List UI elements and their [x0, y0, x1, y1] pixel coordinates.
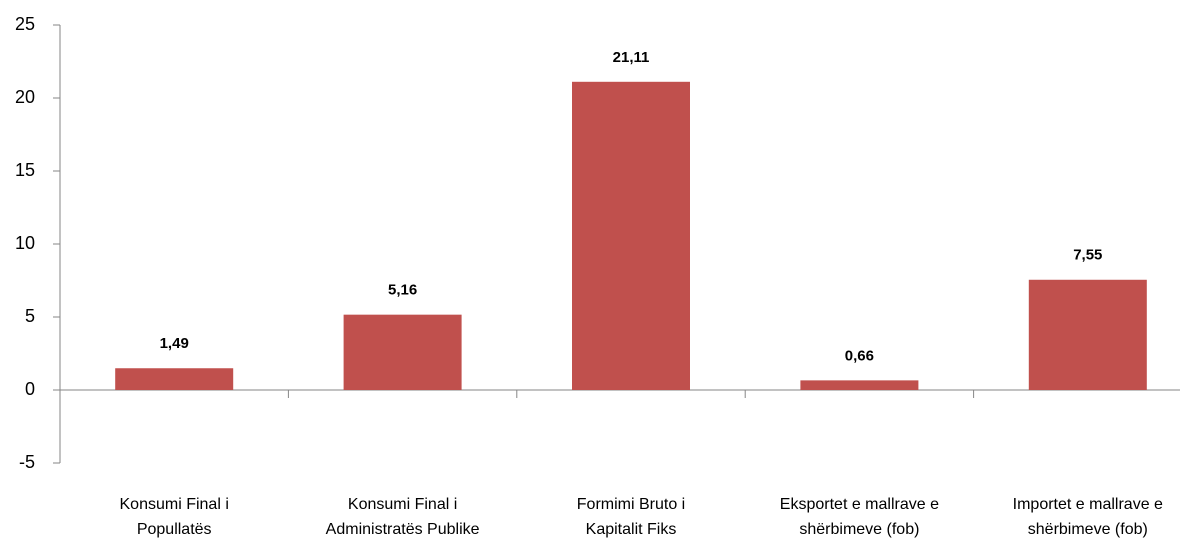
- y-tick-label: 25: [15, 14, 35, 34]
- value-label: 21,11: [613, 49, 650, 66]
- value-label: 5,16: [388, 282, 417, 299]
- x-tick-label-line: shërbimeve (fob): [1028, 521, 1148, 538]
- value-label: 0,66: [845, 347, 874, 364]
- x-tick-label: Konsumi Final i Administratës Publike: [326, 496, 480, 538]
- x-tick-label-line: Konsumi Final i: [120, 496, 229, 513]
- bar: [115, 368, 234, 390]
- value-label: 1,49: [160, 335, 189, 352]
- y-tick-label: -5: [19, 452, 35, 472]
- y-tick-label: 5: [25, 306, 35, 326]
- bar: [800, 380, 919, 390]
- x-tick-label-line: Eksportet e mallrave e: [780, 496, 939, 513]
- x-tick-label-line: Popullatës: [137, 521, 212, 538]
- bar: [572, 81, 690, 390]
- value-label: 7,55: [1073, 247, 1102, 264]
- x-tick-label-line: Importet e mallrave e: [1013, 496, 1163, 513]
- x-tick-label: Eksportet e mallrave e shërbimeve (fob): [780, 496, 939, 538]
- x-tick-label: Konsumi Final i Popullatës: [120, 496, 229, 538]
- bar: [343, 314, 462, 390]
- y-tick-label: 20: [15, 87, 35, 107]
- y-tick-label: 0: [25, 379, 35, 399]
- x-tick-label-line: Administratës Publike: [326, 521, 480, 538]
- x-tick-label-line: shërbimeve (fob): [799, 521, 919, 538]
- x-tick-label-line: Konsumi Final i: [348, 496, 457, 513]
- bar: [1028, 279, 1147, 390]
- x-tick-label-line: Formimi Bruto i: [577, 496, 685, 513]
- y-tick-label: 10: [15, 233, 35, 253]
- x-tick-label-line: Kapitalit Fiks: [586, 521, 677, 538]
- x-tick-label: Formimi Bruto i Kapitalit Fiks: [577, 496, 685, 538]
- y-tick-label: 15: [15, 160, 35, 180]
- x-tick-label: Importet e mallrave e shërbimeve (fob): [1013, 496, 1163, 538]
